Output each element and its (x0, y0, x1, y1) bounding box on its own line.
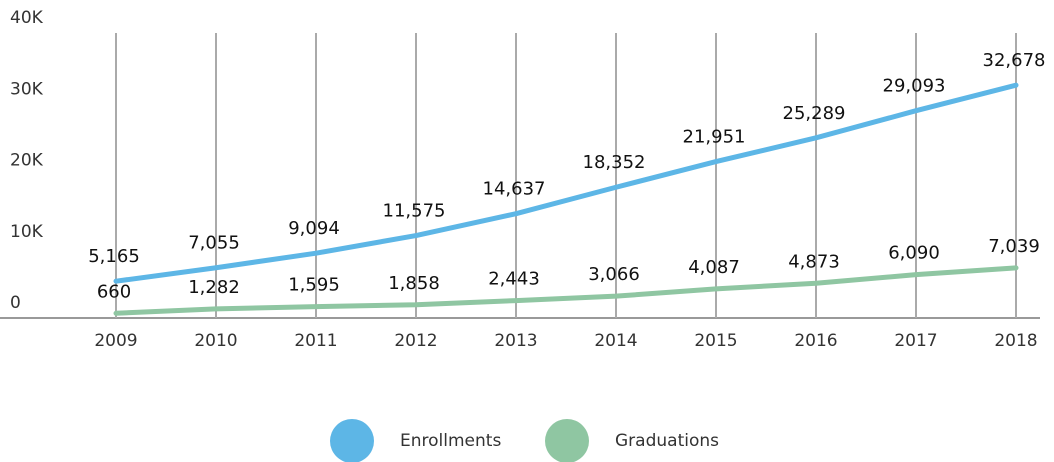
data-label: 32,678 (983, 50, 1046, 71)
data-label: 7,055 (188, 233, 240, 254)
x-tick-label: 2011 (294, 331, 337, 351)
data-label: 1,282 (188, 277, 240, 298)
legend-label: Enrollments (400, 431, 501, 451)
x-tick-label: 2010 (194, 331, 237, 351)
y-tick-label: 30K (10, 79, 44, 99)
y-tick-label: 40K (10, 8, 44, 28)
data-label: 4,087 (688, 257, 740, 278)
x-tick-label: 2016 (794, 331, 837, 351)
data-label: 2,443 (488, 269, 540, 290)
y-tick-label: 10K (10, 222, 44, 242)
data-label: 18,352 (583, 152, 646, 173)
data-label: 14,637 (483, 179, 546, 200)
x-tick-label: 2013 (494, 331, 537, 351)
data-label: 1,595 (288, 275, 340, 296)
data-label: 3,066 (588, 264, 640, 285)
data-label: 1,858 (388, 273, 440, 294)
data-label: 660 (97, 281, 131, 302)
data-label: 7,039 (988, 236, 1040, 257)
legend-swatch (330, 419, 374, 462)
x-tick-label: 2012 (394, 331, 437, 351)
data-label: 29,093 (883, 76, 946, 97)
x-tick-label: 2015 (694, 331, 737, 351)
x-tick-label: 2009 (94, 331, 137, 351)
y-tick-label: 20K (10, 151, 44, 171)
data-label: 6,090 (888, 243, 940, 264)
data-label: 4,873 (788, 251, 840, 272)
x-tick-label: 2017 (894, 331, 937, 351)
y-tick-label: 0 (10, 293, 21, 313)
data-label: 21,951 (683, 127, 746, 148)
data-label: 25,289 (783, 103, 846, 124)
data-label: 11,575 (383, 201, 446, 222)
data-label: 9,094 (288, 218, 340, 239)
x-tick-label: 2018 (994, 331, 1037, 351)
series-line (113, 82, 1019, 284)
data-label: 5,165 (88, 246, 140, 267)
series-line (113, 265, 1019, 316)
legend-swatch (545, 419, 589, 462)
x-tick-label: 2014 (594, 331, 637, 351)
legend-label: Graduations (615, 431, 719, 451)
